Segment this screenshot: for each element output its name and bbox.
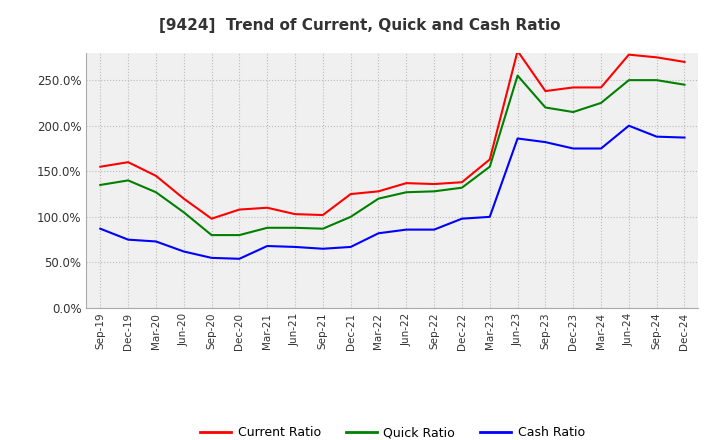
Cash Ratio: [346, 244, 355, 249]
Current Ratio: [430, 181, 438, 187]
Cash Ratio: [458, 216, 467, 221]
Quick Ratio: [597, 100, 606, 106]
Current Ratio: [597, 85, 606, 90]
Cash Ratio: [402, 227, 410, 232]
Current Ratio: [96, 164, 104, 169]
Cash Ratio: [374, 231, 383, 236]
Line: Cash Ratio: Cash Ratio: [100, 126, 685, 259]
Cash Ratio: [263, 243, 271, 249]
Quick Ratio: [569, 110, 577, 115]
Cash Ratio: [318, 246, 327, 251]
Text: [9424]  Trend of Current, Quick and Cash Ratio: [9424] Trend of Current, Quick and Cash …: [159, 18, 561, 33]
Current Ratio: [263, 205, 271, 210]
Cash Ratio: [624, 123, 633, 128]
Quick Ratio: [152, 190, 161, 195]
Quick Ratio: [652, 77, 661, 83]
Current Ratio: [458, 180, 467, 185]
Quick Ratio: [179, 210, 188, 215]
Quick Ratio: [485, 164, 494, 169]
Current Ratio: [179, 196, 188, 201]
Quick Ratio: [207, 232, 216, 238]
Current Ratio: [652, 55, 661, 60]
Current Ratio: [346, 191, 355, 197]
Cash Ratio: [207, 255, 216, 260]
Current Ratio: [124, 160, 132, 165]
Quick Ratio: [318, 226, 327, 231]
Line: Current Ratio: Current Ratio: [100, 51, 685, 219]
Current Ratio: [152, 173, 161, 179]
Legend: Current Ratio, Quick Ratio, Cash Ratio: Current Ratio, Quick Ratio, Cash Ratio: [195, 422, 590, 440]
Quick Ratio: [624, 77, 633, 83]
Quick Ratio: [124, 178, 132, 183]
Cash Ratio: [652, 134, 661, 139]
Quick Ratio: [513, 73, 522, 78]
Current Ratio: [624, 52, 633, 57]
Cash Ratio: [291, 244, 300, 249]
Cash Ratio: [235, 256, 243, 261]
Quick Ratio: [96, 182, 104, 187]
Quick Ratio: [402, 190, 410, 195]
Current Ratio: [374, 189, 383, 194]
Current Ratio: [318, 213, 327, 218]
Cash Ratio: [597, 146, 606, 151]
Quick Ratio: [374, 196, 383, 201]
Quick Ratio: [235, 232, 243, 238]
Quick Ratio: [263, 225, 271, 231]
Current Ratio: [513, 48, 522, 54]
Cash Ratio: [179, 249, 188, 254]
Quick Ratio: [458, 185, 467, 191]
Quick Ratio: [291, 225, 300, 231]
Current Ratio: [402, 180, 410, 186]
Quick Ratio: [346, 214, 355, 220]
Quick Ratio: [430, 189, 438, 194]
Current Ratio: [291, 212, 300, 217]
Cash Ratio: [152, 239, 161, 244]
Cash Ratio: [680, 135, 689, 140]
Current Ratio: [680, 59, 689, 65]
Current Ratio: [541, 88, 550, 94]
Cash Ratio: [541, 139, 550, 145]
Quick Ratio: [541, 105, 550, 110]
Current Ratio: [485, 157, 494, 162]
Cash Ratio: [485, 214, 494, 220]
Current Ratio: [235, 207, 243, 212]
Current Ratio: [207, 216, 216, 221]
Quick Ratio: [680, 82, 689, 87]
Cash Ratio: [569, 146, 577, 151]
Cash Ratio: [96, 226, 104, 231]
Line: Quick Ratio: Quick Ratio: [100, 76, 685, 235]
Cash Ratio: [430, 227, 438, 232]
Cash Ratio: [513, 136, 522, 141]
Current Ratio: [569, 85, 577, 90]
Cash Ratio: [124, 237, 132, 242]
